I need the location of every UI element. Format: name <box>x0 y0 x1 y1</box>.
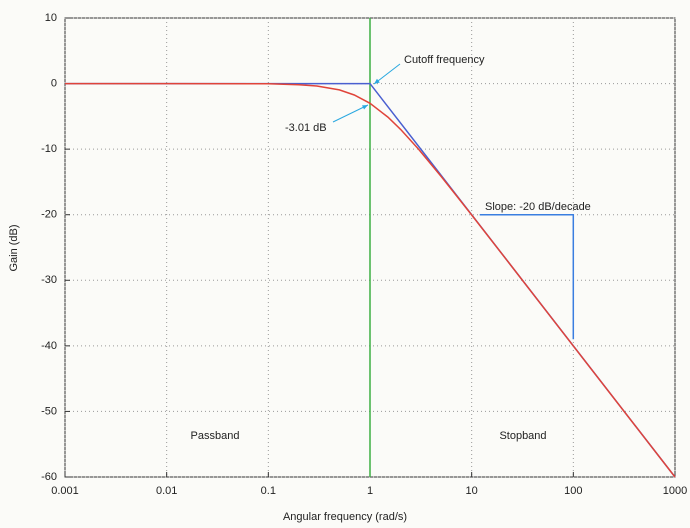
y-tick-label: 0 <box>51 77 57 89</box>
y-tick-label: -60 <box>41 471 57 483</box>
y-tick-label: -10 <box>41 143 57 155</box>
annotation: Slope: -20 dB/decade <box>485 201 591 213</box>
y-tick-label: 10 <box>45 12 57 24</box>
arrow-head <box>362 105 368 110</box>
x-axis-label: Angular frequency (rad/s) <box>283 511 407 523</box>
x-tick-label: 1000 <box>663 485 687 497</box>
x-tick-label: 10 <box>466 485 478 497</box>
x-tick-label: 1 <box>367 485 373 497</box>
series-line <box>65 82 676 478</box>
annotation: -3.01 dB <box>285 122 327 134</box>
series-line <box>479 213 575 340</box>
y-axis-label: Gain (dB) <box>8 224 20 271</box>
x-tick-label: 100 <box>564 485 582 497</box>
annotation: Stopband <box>499 430 546 442</box>
y-tick-label: -30 <box>41 274 57 286</box>
annotation: Cutoff frequency <box>404 54 485 66</box>
annotation: Passband <box>191 430 240 442</box>
x-tick-label: 0.1 <box>261 485 276 497</box>
arrow-head <box>374 78 380 84</box>
y-tick-label: -40 <box>41 340 57 352</box>
x-tick-label: 0.001 <box>51 485 79 497</box>
y-tick-label: -20 <box>41 209 57 221</box>
annotation-arrow <box>332 104 369 123</box>
y-tick-label: -50 <box>41 405 57 417</box>
x-tick-label: 0.01 <box>156 485 177 497</box>
